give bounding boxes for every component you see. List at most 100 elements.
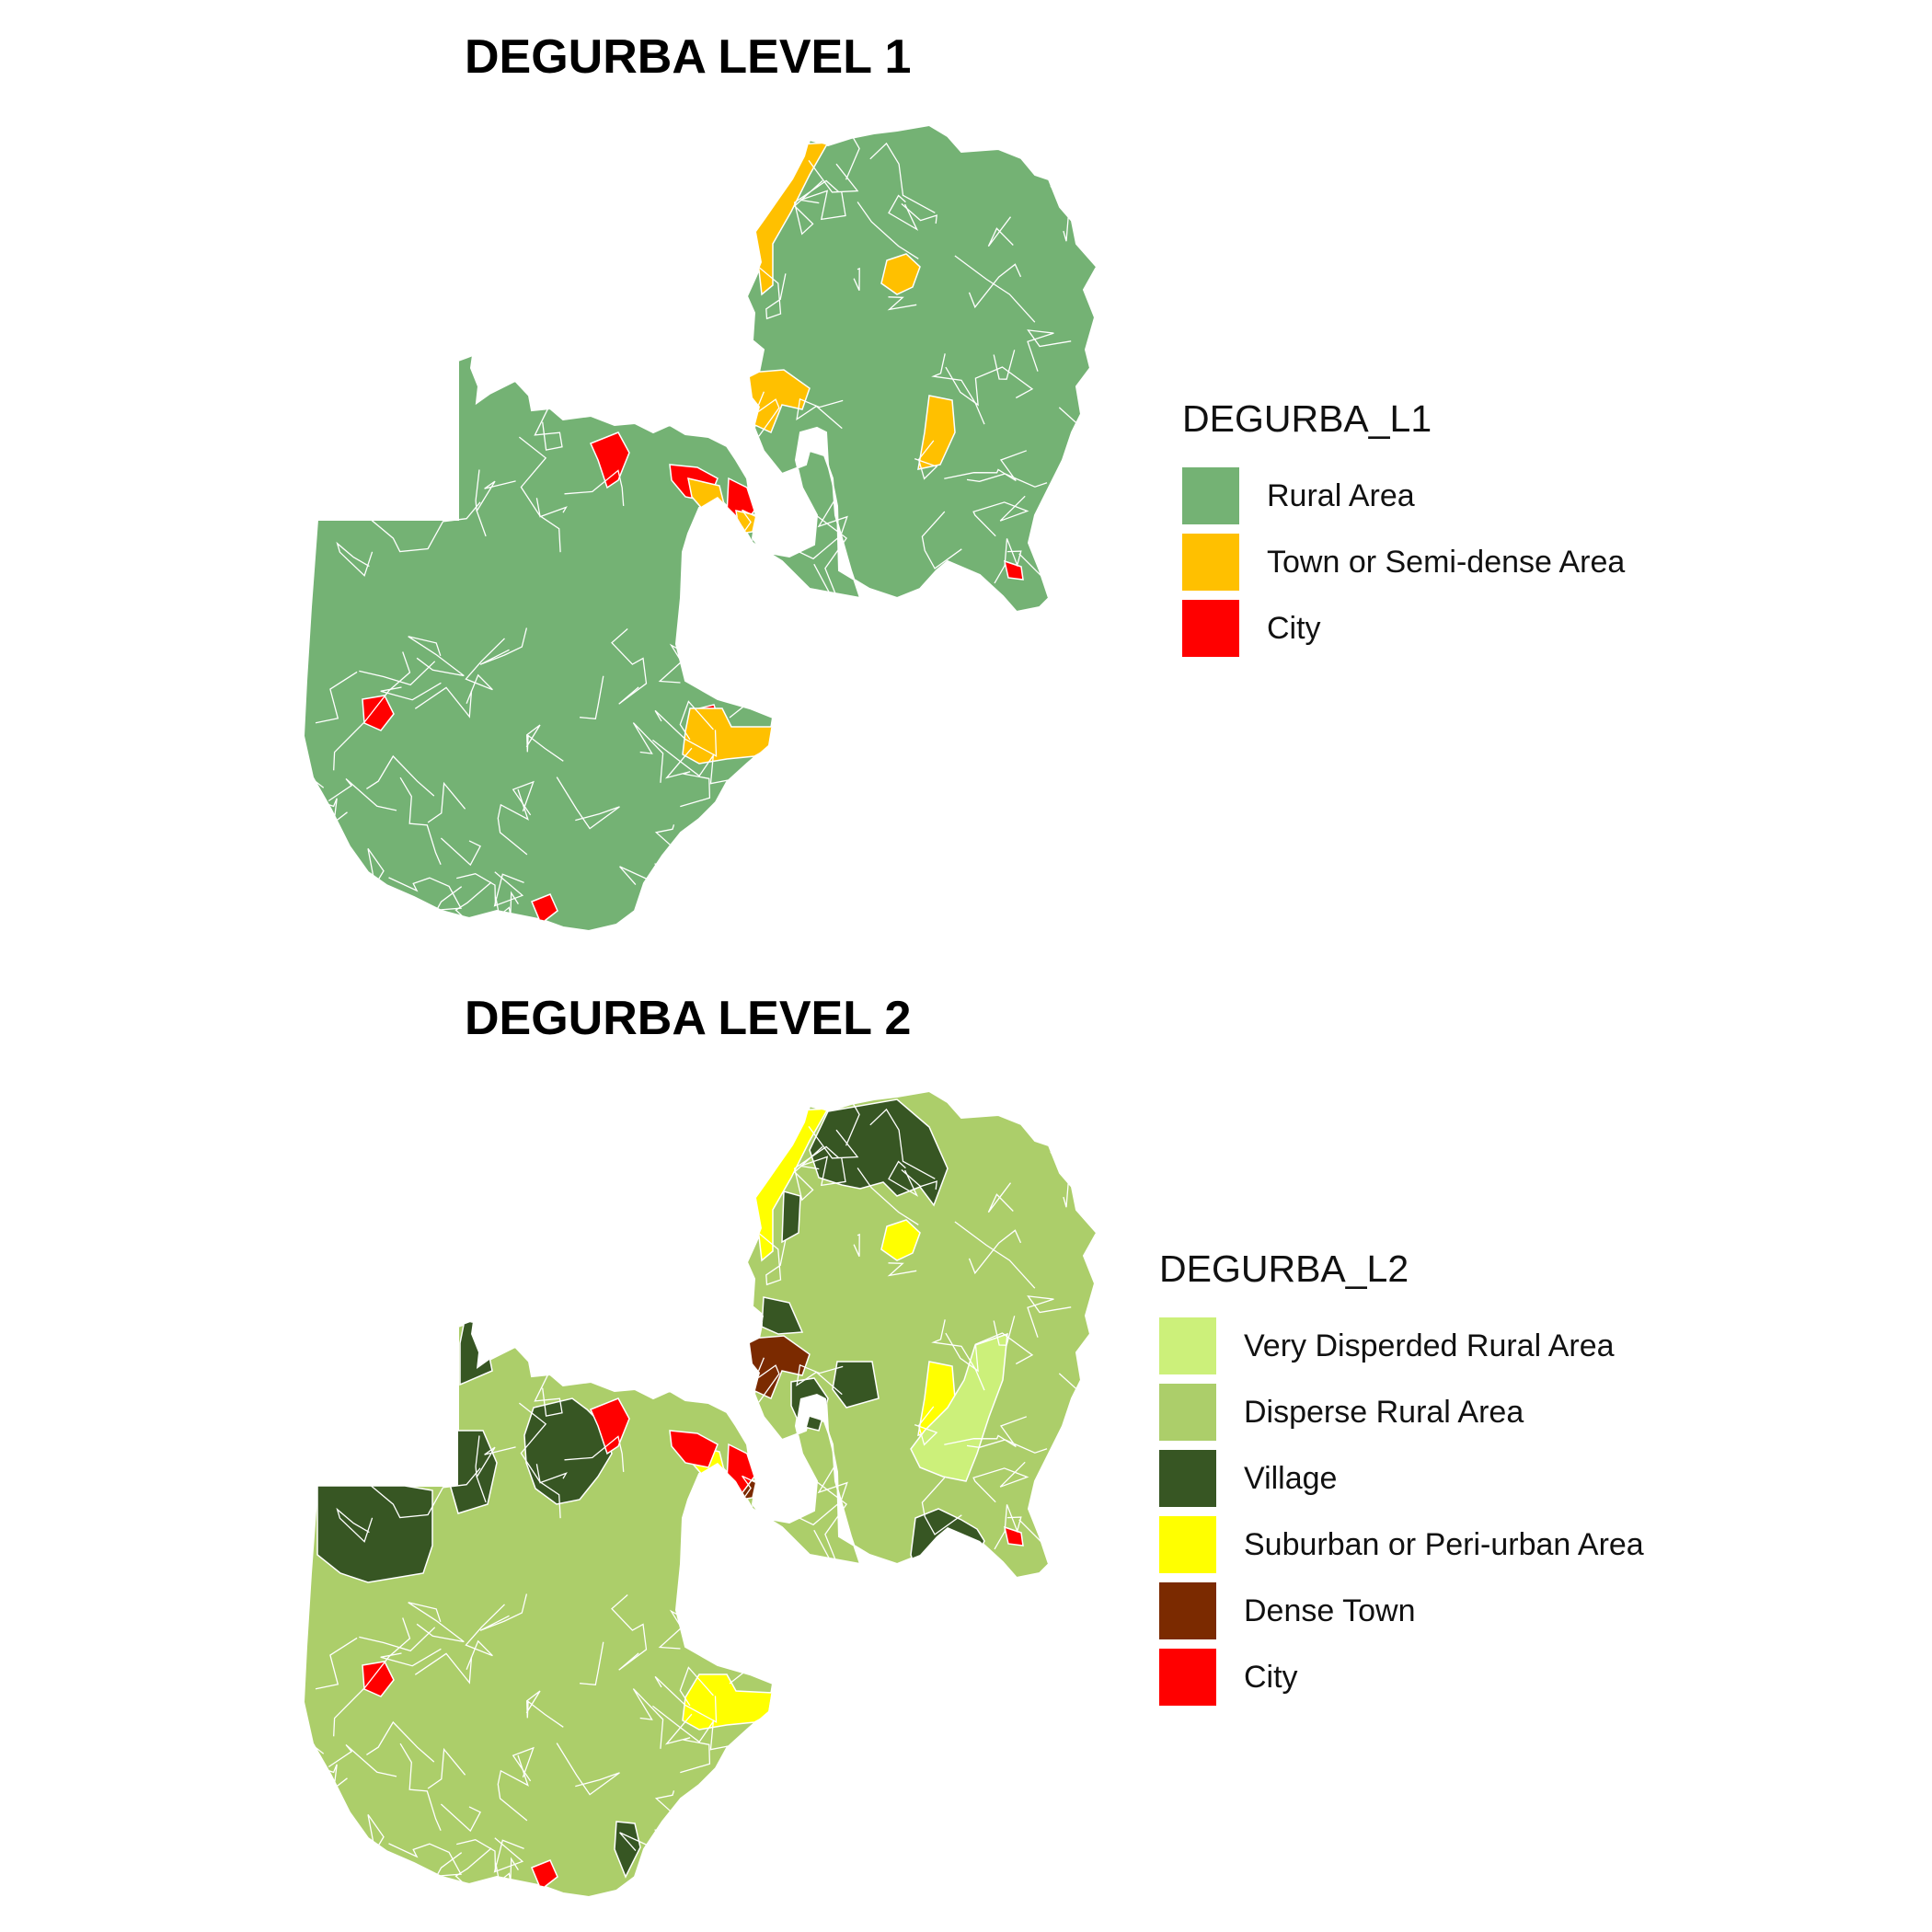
district-boundary	[1069, 1401, 1097, 1455]
district-boundary	[407, 332, 465, 362]
district-boundary	[869, 1108, 936, 1179]
district-boundary	[787, 619, 833, 664]
district-boundary	[385, 1205, 440, 1223]
district-boundary	[465, 1604, 505, 1670]
district-boundary	[921, 511, 962, 569]
choropleth-map-level-2	[302, 1089, 1098, 1899]
district-boundary	[611, 1594, 648, 1671]
district-very-disperded-rural-area	[763, 1627, 857, 1731]
district-boundary	[541, 1244, 573, 1341]
district-boundary	[541, 278, 573, 375]
district-boundary	[1000, 1579, 1046, 1615]
district-boundary	[799, 190, 846, 221]
district-boundary	[336, 541, 374, 577]
district-city	[362, 695, 395, 731]
district-boundary	[1000, 613, 1046, 649]
district-boundary	[564, 469, 625, 506]
district-boundary	[927, 1540, 973, 1603]
district-boundary	[701, 613, 738, 646]
country-base-region	[302, 123, 1098, 933]
district-boundary	[315, 671, 358, 724]
district-city	[713, 606, 742, 657]
district-boundary	[652, 739, 742, 785]
district-village	[700, 1795, 751, 1850]
district-boundary	[534, 1372, 563, 1417]
district-boundary	[497, 788, 529, 856]
district-boundary	[1043, 1804, 1097, 1848]
district-boundary	[898, 1846, 942, 1870]
district-boundary	[348, 191, 385, 252]
district-boundary	[390, 409, 426, 466]
district-boundary	[1027, 1295, 1072, 1338]
district-boundary	[654, 1790, 675, 1814]
district-boundary	[975, 679, 1025, 704]
district-boundary	[407, 1298, 465, 1328]
district-boundary	[493, 871, 524, 907]
district-boundary	[429, 1421, 453, 1448]
district-boundary	[397, 1178, 500, 1219]
district-boundary	[380, 1648, 442, 1667]
district-boundary	[654, 1675, 718, 1723]
district-boundary	[308, 138, 348, 213]
district-boundary	[599, 1158, 643, 1202]
district-boundary	[497, 1754, 529, 1822]
district-boundary	[359, 1627, 436, 1652]
district-boundary	[304, 1371, 374, 1426]
district-boundary	[333, 1617, 411, 1737]
district-boundary	[615, 1117, 673, 1140]
district-boundary	[388, 877, 463, 912]
district-boundary	[963, 682, 1006, 735]
district-boundary	[536, 282, 608, 366]
district-boundary	[931, 1319, 985, 1391]
district-boundary	[308, 1104, 348, 1179]
district-boundary	[808, 160, 859, 193]
district-boundary	[702, 868, 755, 903]
district-boundary	[348, 1157, 385, 1218]
district-boundary	[476, 480, 516, 512]
district-boundary	[696, 1152, 764, 1201]
district-boundary	[701, 1579, 738, 1612]
legend-label: City	[1267, 610, 1321, 646]
district-boundary	[479, 1593, 528, 1631]
district-boundary	[543, 320, 577, 352]
district-boundary	[440, 837, 481, 867]
district-boundary	[390, 1375, 426, 1432]
district-boundary	[406, 1139, 474, 1167]
district-boundary	[994, 1504, 1022, 1550]
legend-label: Very Disperded Rural Area	[1244, 1328, 1615, 1363]
legend-swatch	[1159, 1317, 1216, 1374]
district-boundary	[440, 1102, 486, 1148]
district-boundary	[796, 1363, 844, 1396]
district-boundary	[711, 1135, 743, 1175]
district-boundary	[535, 1464, 568, 1484]
district-boundary	[927, 574, 973, 637]
district-boundary	[615, 151, 673, 174]
district-boundary	[664, 747, 711, 808]
district-boundary	[355, 311, 400, 358]
district-boundary	[440, 136, 486, 182]
district-boundary	[564, 1435, 625, 1472]
district-village	[614, 1821, 641, 1879]
district-boundary	[734, 796, 792, 847]
district-boundary	[414, 686, 473, 719]
district-boundary	[954, 1221, 1036, 1289]
district-boundary	[845, 845, 890, 901]
district-boundary	[815, 1480, 847, 1566]
district-boundary	[983, 1594, 1036, 1629]
district-boundary	[978, 1823, 1010, 1851]
district-boundary	[667, 359, 747, 418]
district-city	[669, 1430, 719, 1468]
district-boundary	[667, 1325, 747, 1384]
district-boundary	[882, 1777, 958, 1826]
district-boundary	[945, 366, 1034, 407]
legend-label: Disperse Rural Area	[1244, 1394, 1524, 1430]
district-boundary	[797, 1748, 839, 1823]
district-very-disperded-rural-area	[910, 1332, 1008, 1482]
district-boundary	[702, 1834, 755, 1869]
district-boundary	[304, 364, 354, 404]
district-boundary	[768, 701, 822, 753]
district-boundary	[853, 267, 860, 291]
district-boundary	[679, 700, 714, 741]
district-boundary	[968, 263, 1022, 309]
district-boundary	[987, 216, 1014, 247]
